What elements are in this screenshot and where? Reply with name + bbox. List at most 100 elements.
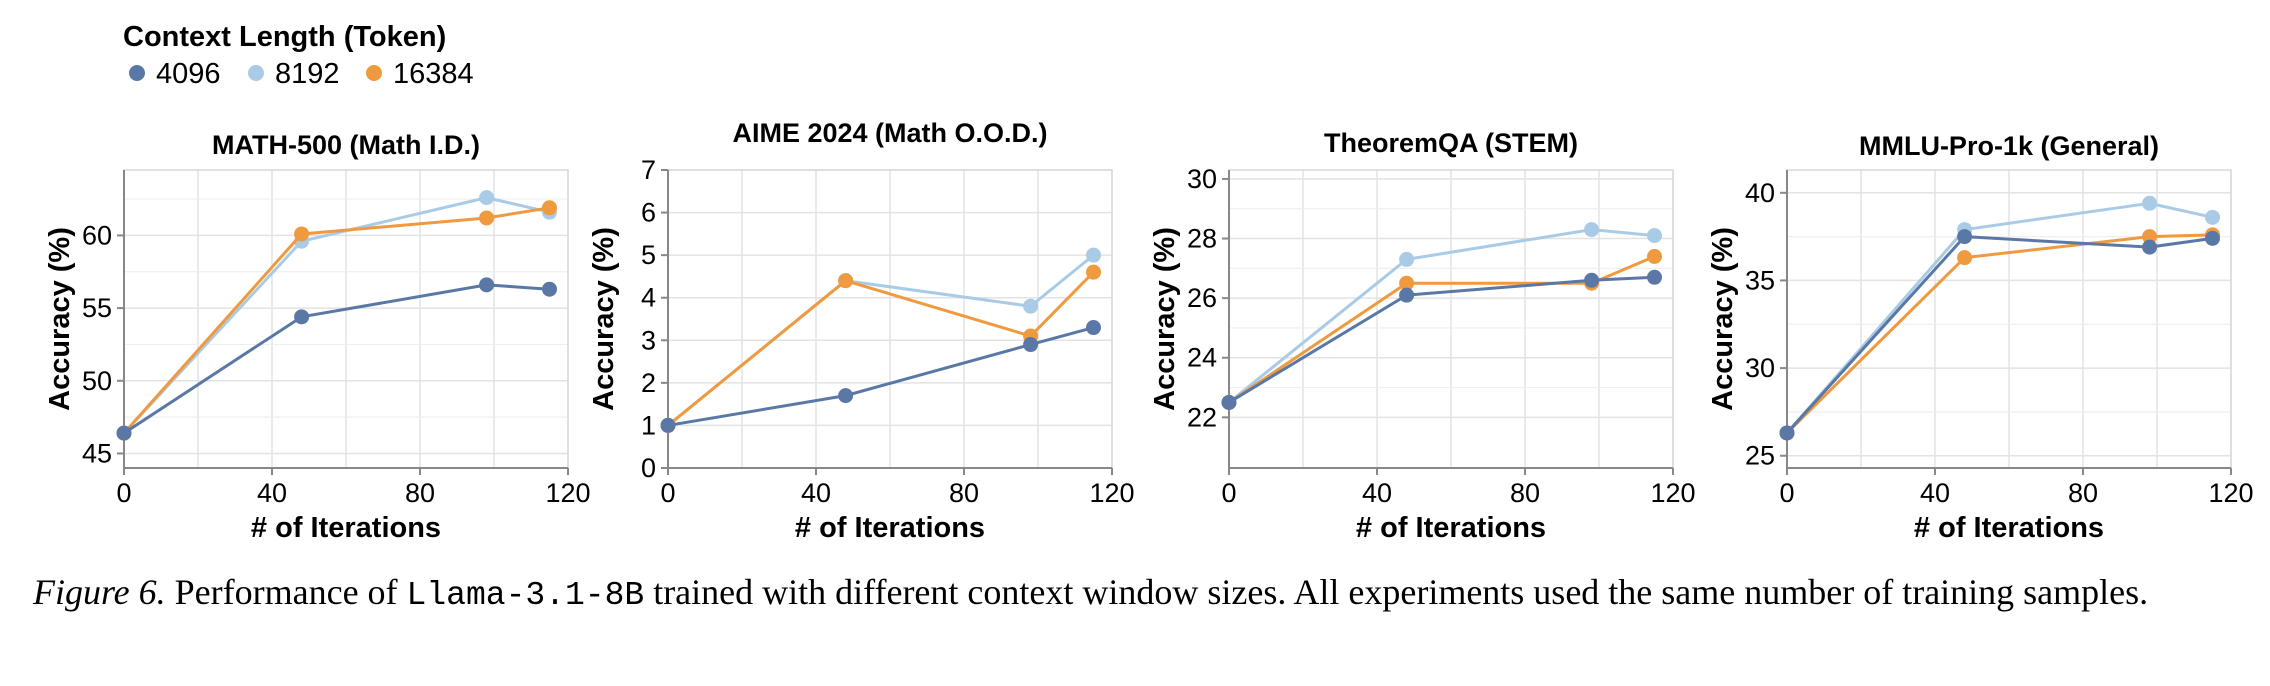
legend-item-4096: 4096	[129, 58, 221, 90]
chart-2-point-4096	[660, 417, 676, 433]
chart-2-point-4096	[1086, 320, 1101, 336]
chart-3-point-4096	[1647, 269, 1662, 285]
chart-3-line-16384	[1228, 255, 1656, 404]
legend-swatch-16384	[366, 65, 382, 81]
chart-1-point-16384	[479, 210, 495, 226]
chart-1-x-tick-label: 80	[405, 478, 435, 508]
chart-2-x-tick-label: 40	[801, 478, 831, 508]
chart-4-x-tick-label: 120	[2208, 478, 2253, 508]
chart-1-x-tick-label: 0	[116, 478, 131, 508]
caption-model-name: Llama-3.1-8B	[406, 577, 645, 614]
chart-2-point-8192	[1023, 298, 1039, 314]
chart-3-point-16384	[1399, 275, 1415, 291]
chart-4-y-tick-label: 35	[1745, 265, 1775, 295]
chart-1-y-tick-label: 60	[82, 220, 112, 250]
legend-item-8192: 8192	[248, 58, 340, 90]
chart-3-title: TheoremQA (STEM)	[1324, 128, 1578, 158]
chart-2-x-tick-label: 120	[1089, 478, 1134, 508]
chart-3-point-4096	[1221, 394, 1237, 410]
chart-4-line-8192	[1785, 201, 2213, 434]
chart-4-point-8192	[2205, 209, 2220, 225]
chart-3-point-4096	[1584, 272, 1600, 288]
chart-1-point-8192	[479, 190, 495, 206]
chart-2-point-4096	[838, 388, 854, 404]
caption-label: Figure 6.	[33, 572, 166, 612]
chart-1-point-4096	[294, 309, 310, 325]
chart-2-x-tick-label: 80	[949, 478, 979, 508]
chart-3-series-16384	[1221, 248, 1662, 410]
chart-4-x-tick-label: 40	[1920, 478, 1950, 508]
chart-2-y-tick-label: 1	[641, 410, 656, 440]
chart-3-y-tick-label: 26	[1187, 283, 1217, 313]
chart-2-series-4096	[660, 320, 1101, 433]
chart-3-point-8192	[1584, 222, 1600, 238]
chart-1-line-8192	[122, 196, 550, 435]
chart-3-series-4096	[1221, 269, 1662, 410]
chart-4-x-axis-label: # of Iterations	[1914, 512, 2104, 544]
chart-2-line-16384	[667, 271, 1095, 427]
chart-2-y-tick-label: 7	[641, 155, 656, 185]
chart-3-series-8192	[1221, 222, 1662, 410]
chart-2-x-axis-label: # of Iterations	[795, 512, 985, 544]
chart-3-x-tick-label: 0	[1221, 478, 1236, 508]
chart-2-y-tick-label: 2	[641, 368, 656, 398]
chart-4-series-4096	[1779, 229, 2220, 441]
caption-text-before: Performance of	[165, 572, 407, 612]
chart-2-y-tick-label: 5	[641, 240, 656, 270]
chart-4-x-tick-label: 80	[2068, 478, 2098, 508]
chart-1-point-4096	[116, 425, 132, 441]
chart-4-line-4096	[1785, 235, 2213, 434]
legend: Context Length (Token) 4096 8192 16384	[123, 21, 474, 90]
chart-2-point-16384	[838, 273, 854, 289]
chart-3-y-tick-label: 22	[1187, 402, 1217, 432]
chart-4-grid	[1786, 170, 2232, 468]
chart-3-x-tick-label: 120	[1650, 478, 1695, 508]
chart-1-point-16384	[542, 200, 557, 216]
chart-3-point-8192	[1647, 228, 1662, 244]
chart-1: 0 40 80 120 45 50 55 60 MATH-500 (Math I.D.) # of…	[44, 130, 591, 544]
chart-1-series-16384	[116, 200, 557, 441]
chart-4-y-tick-label: 25	[1745, 441, 1775, 471]
chart-4: 0 40 80 120 25 30 35 40 MMLU-Pro-1k (General) # o…	[1707, 131, 2254, 544]
chart-4-y-tick-label: 40	[1745, 178, 1775, 208]
chart-1-line-16384	[122, 206, 550, 435]
legend-label-4096: 4096	[156, 58, 221, 90]
chart-1-series-8192	[116, 190, 557, 441]
chart-2-x-tick-label: 0	[660, 478, 675, 508]
figure-canvas: Context Length (Token) 4096 8192 16384 0 40…	[44, 21, 2254, 544]
chart-2-point-4096	[1023, 337, 1039, 353]
chart-2-y-tick-label: 6	[641, 198, 656, 228]
chart-1-x-axis-label: # of Iterations	[251, 512, 441, 544]
chart-1-y-tick-label: 50	[82, 366, 112, 396]
chart-3-x-tick-label: 80	[1510, 478, 1540, 508]
chart-4-point-16384	[2142, 229, 2158, 245]
chart-3-x-tick-label: 40	[1362, 478, 1392, 508]
chart-2-line-4096	[667, 326, 1094, 427]
legend-title: Context Length (Token)	[123, 21, 446, 53]
chart-1-x-tick-label: 120	[545, 478, 590, 508]
chart-4-y-axis-label: Accuracy (%)	[1707, 227, 1739, 411]
chart-2-y-tick-label: 3	[641, 325, 656, 355]
chart-4-point-4096	[1779, 425, 1795, 441]
chart-4-y-tick-label: 30	[1745, 353, 1775, 383]
chart-4-point-4096	[1957, 229, 1973, 245]
chart-3-y-axis-label: Accuracy (%)	[1149, 227, 1181, 411]
chart-2-point-16384	[1086, 264, 1101, 280]
chart-2-y-tick-label: 4	[641, 283, 656, 313]
chart-3-y-tick-label: 24	[1187, 343, 1217, 373]
chart-4-x-tick-label: 0	[1779, 478, 1794, 508]
chart-3-y-tick-label: 30	[1187, 164, 1217, 194]
legend-item-16384: 16384	[366, 58, 474, 90]
chart-2-point-8192	[1086, 247, 1101, 263]
legend-label-8192: 8192	[275, 58, 340, 90]
chart-3-line-4096	[1228, 275, 1655, 404]
chart-1-y-tick-label: 55	[82, 293, 112, 323]
chart-1-point-4096	[542, 281, 557, 297]
caption-text-after: trained with different context window si…	[644, 572, 2149, 612]
chart-4-series-16384	[1779, 227, 2220, 441]
chart-4-line-16384	[1785, 233, 2213, 435]
chart-1-series-4096	[116, 277, 557, 441]
chart-3-line-8192	[1228, 228, 1655, 404]
